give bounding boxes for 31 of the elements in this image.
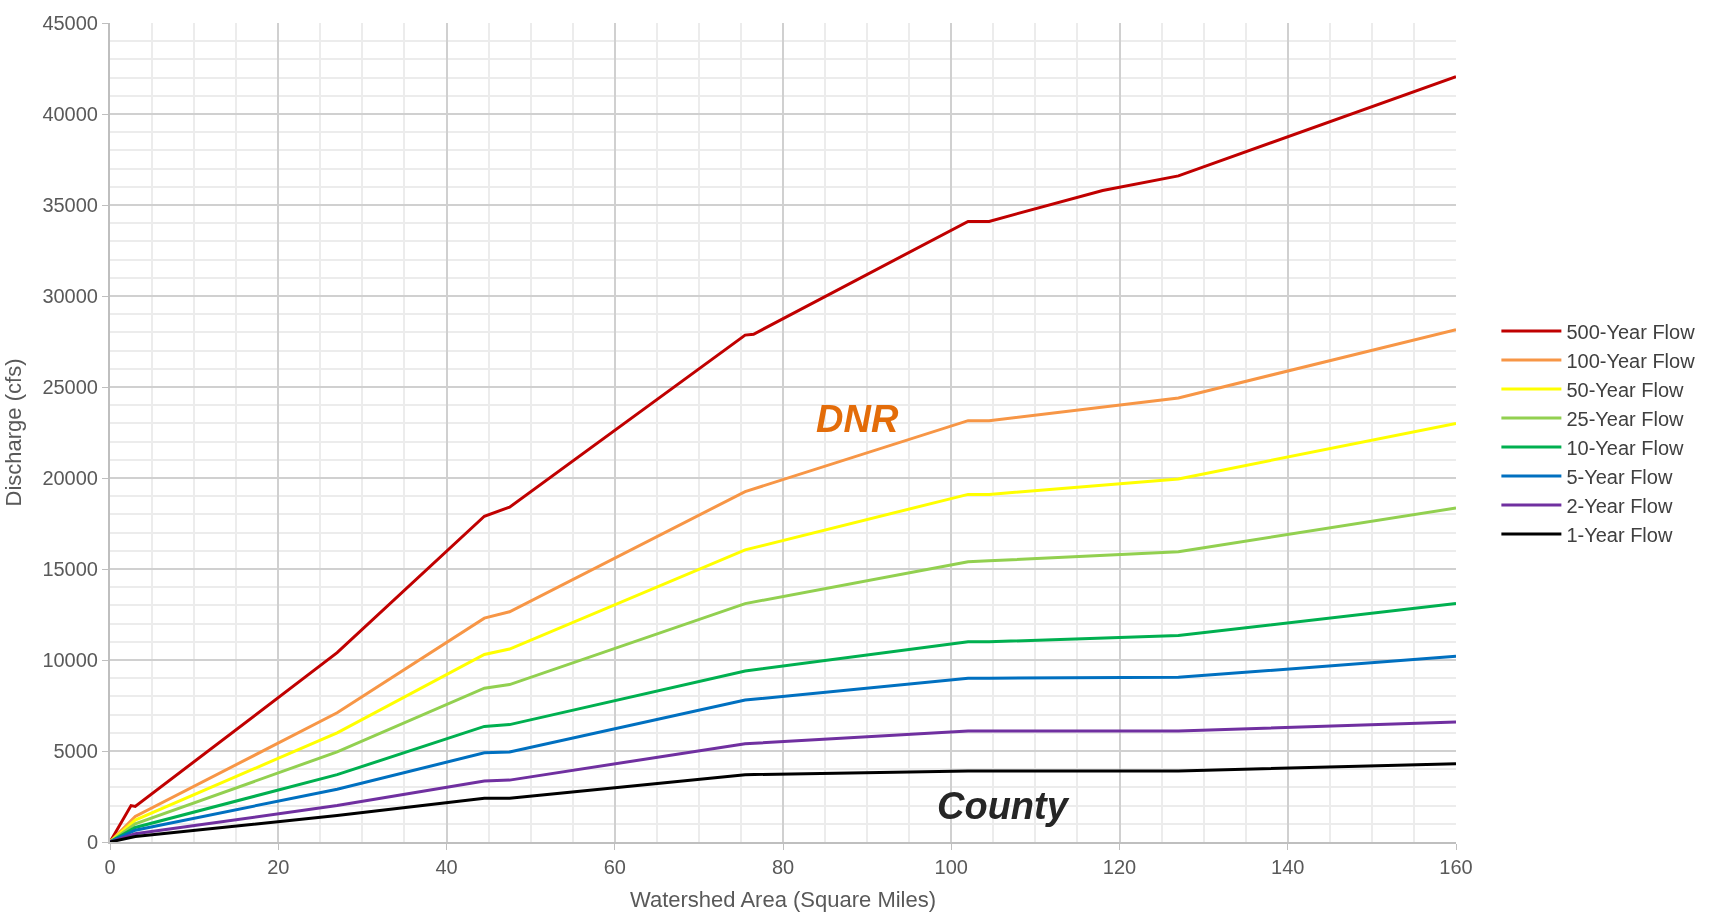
- legend-label: 5-Year Flow: [1566, 465, 1673, 488]
- x-tick-label: 140: [1271, 856, 1305, 878]
- x-tick-label: 0: [104, 856, 116, 878]
- y-tick-label: 10000: [42, 649, 98, 671]
- y-tick-label: 35000: [42, 194, 98, 216]
- legend-label: 25-Year Flow: [1566, 407, 1685, 430]
- x-tick-label: 160: [1439, 856, 1473, 878]
- annotation: County: [937, 785, 1070, 827]
- x-axis-title: Watershed Area (Square Miles): [629, 887, 937, 913]
- y-tick-label: 20000: [42, 467, 98, 489]
- x-tick-label: 80: [771, 856, 795, 878]
- x-tick-label: 40: [435, 856, 458, 878]
- legend-label: 100-Year Flow: [1566, 349, 1696, 372]
- legend-label: 50-Year Flow: [1566, 378, 1685, 401]
- legend-label: 1-Year Flow: [1566, 523, 1673, 546]
- x-tick-label: 20: [267, 856, 290, 878]
- y-tick-label: 40000: [42, 103, 98, 125]
- y-tick-label: 30000: [42, 285, 98, 307]
- legend-label: 2-Year Flow: [1566, 494, 1673, 517]
- y-axis-title: Discharge (cfs): [0, 358, 26, 507]
- x-tick-label: 100: [934, 856, 968, 878]
- legend-label: 10-Year Flow: [1566, 436, 1685, 459]
- y-tick-label: 5000: [53, 740, 98, 762]
- y-tick-label: 15000: [42, 558, 98, 580]
- x-tick-label: 60: [603, 856, 626, 878]
- x-tick-label: 120: [1102, 856, 1137, 878]
- legend-label: 500-Year Flow: [1566, 320, 1696, 343]
- annotation: DNR: [816, 398, 899, 440]
- y-tick-label: 45000: [42, 12, 98, 34]
- y-tick-label: 0: [86, 831, 98, 853]
- y-tick-label: 25000: [42, 376, 98, 398]
